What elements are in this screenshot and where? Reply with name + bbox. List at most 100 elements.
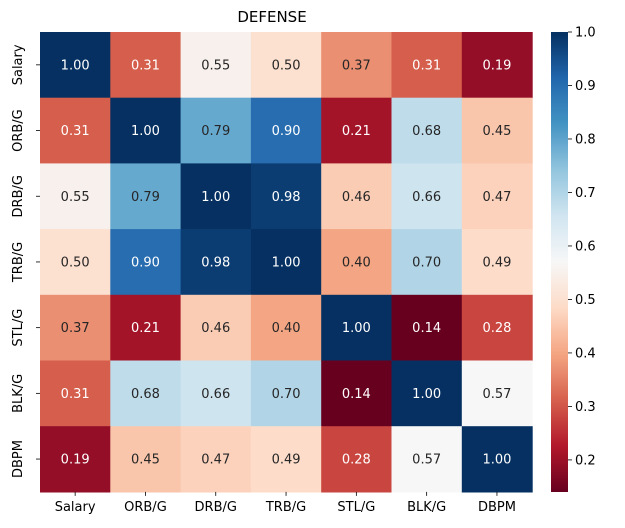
heatmap-cells — [40, 32, 533, 493]
cell-value-label: 1.00 — [61, 58, 90, 73]
heatmap-cell — [110, 97, 182, 164]
cell-value-label: 0.46 — [201, 321, 230, 336]
cell-value-label: 0.50 — [61, 255, 90, 270]
cell-value-label: 0.57 — [412, 453, 441, 468]
cell-value-label: 0.90 — [272, 124, 301, 139]
heatmap-cell-labels: 1.00 0.31 0.55 0.50 0.37 0.31 0.19 0.31 1.00 0.79… — [61, 58, 512, 467]
heatmap-cell — [250, 294, 322, 362]
heatmap-cell — [40, 97, 111, 164]
chart-title: DEFENSE — [237, 8, 306, 26]
heatmap-cell — [40, 32, 111, 99]
cell-value-label: 0.66 — [201, 387, 230, 402]
cell-value-label: 0.79 — [131, 190, 160, 205]
cell-value-label: 0.31 — [131, 58, 160, 73]
cell-value-label: 0.19 — [61, 453, 90, 468]
heatmap-cell — [321, 32, 393, 99]
cell-value-label: 0.40 — [342, 255, 371, 270]
cell-value-label: 0.46 — [342, 190, 371, 205]
cell-value-label: 1.00 — [412, 387, 441, 402]
heatmap-cell — [40, 163, 111, 230]
heatmap-cell — [110, 163, 182, 230]
heatmap-cell — [180, 97, 252, 164]
heatmap-cell — [250, 32, 322, 99]
cell-value-label: 0.37 — [61, 321, 90, 336]
colorbar-gradient — [551, 32, 568, 492]
heatmap-cell — [461, 294, 533, 362]
x-tick-label: Salary — [55, 500, 96, 515]
y-tick-label: DRB/G — [11, 175, 26, 217]
heatmap-cell — [461, 360, 533, 427]
heatmap-cell — [461, 229, 533, 296]
colorbar-tick-label: 0.8 — [575, 132, 596, 147]
cell-value-label: 0.37 — [342, 58, 371, 73]
x-tick-label: STL/G — [337, 500, 375, 515]
heatmap-cell — [461, 163, 533, 230]
y-tick-label: DBPM — [11, 440, 26, 478]
cell-value-label: 0.21 — [342, 124, 371, 139]
cell-value-label: 0.68 — [131, 387, 160, 402]
heatmap-cell — [391, 360, 463, 427]
heatmap-cell — [180, 163, 252, 230]
heatmap-cell — [391, 294, 463, 362]
heatmap-cell — [250, 229, 322, 296]
cell-value-label: 0.28 — [342, 453, 371, 468]
colorbar-tick-label: 0.2 — [575, 453, 596, 468]
cell-value-label: 1.00 — [342, 321, 371, 336]
cell-value-label: 0.55 — [61, 190, 90, 205]
heatmap-cell — [180, 32, 252, 99]
heatmap-cell — [391, 229, 463, 296]
heatmap-cell — [40, 360, 111, 427]
y-tick-label: TRB/G — [11, 242, 26, 283]
heatmap-cell — [461, 426, 533, 493]
cell-value-label: 0.19 — [482, 58, 511, 73]
heatmap-cell — [391, 426, 463, 493]
cell-value-label: 0.14 — [342, 387, 371, 402]
heatmap-cell — [391, 163, 463, 230]
colorbar: 0.2 0.3 0.4 0.5 0.6 0.7 0.8 0.9 1.0 — [551, 26, 596, 492]
x-tick-label: ORB/G — [124, 500, 167, 515]
heatmap-cell — [321, 360, 393, 427]
heatmap-cell — [461, 97, 533, 164]
cell-value-label: 0.68 — [412, 124, 441, 139]
cell-value-label: 0.40 — [272, 321, 301, 336]
cell-value-label: 0.47 — [482, 190, 511, 205]
x-tick-label: BLK/G — [407, 500, 446, 515]
heatmap-cell — [250, 426, 322, 493]
colorbar-tick-label: 0.7 — [575, 186, 596, 201]
colorbar-tick-label: 0.6 — [575, 239, 596, 254]
cell-value-label: 0.50 — [272, 58, 301, 73]
cell-value-label: 0.45 — [482, 124, 511, 139]
y-tick-label: Salary — [11, 44, 26, 85]
cell-value-label: 0.70 — [272, 387, 301, 402]
heatmap-cell — [110, 229, 182, 296]
colorbar-tick-label: 0.4 — [575, 346, 596, 361]
heatmap-cell — [321, 426, 393, 493]
cell-value-label: 0.49 — [272, 453, 301, 468]
heatmap-cell — [461, 32, 533, 99]
colorbar-tick-label: 0.9 — [575, 79, 596, 94]
cell-value-label: 0.28 — [482, 321, 511, 336]
cell-value-label: 1.00 — [201, 190, 230, 205]
heatmap-cell — [40, 426, 111, 493]
cell-value-label: 0.14 — [412, 321, 441, 336]
cell-value-label: 1.00 — [131, 124, 160, 139]
heatmap-cell — [391, 97, 463, 164]
y-tick-label: STL/G — [11, 309, 26, 347]
colorbar-tick-label: 0.3 — [575, 400, 596, 415]
heatmap-cell — [321, 163, 393, 230]
cell-value-label: 0.31 — [61, 387, 90, 402]
x-tick-label: DBPM — [478, 500, 516, 515]
x-tick-label: DRB/G — [195, 500, 237, 515]
cell-value-label: 1.00 — [482, 453, 511, 468]
heatmap-cell — [40, 294, 111, 362]
heatmap-cell — [180, 294, 252, 362]
heatmap-cell — [250, 360, 322, 427]
cell-value-label: 0.57 — [482, 387, 511, 402]
cell-value-label: 0.70 — [412, 255, 441, 270]
cell-value-label: 0.66 — [412, 190, 441, 205]
heatmap-cell — [110, 294, 182, 362]
cell-value-label: 0.45 — [131, 453, 160, 468]
heatmap-cell — [180, 229, 252, 296]
heatmap-cell — [391, 32, 463, 99]
heatmap-cell — [40, 229, 111, 296]
